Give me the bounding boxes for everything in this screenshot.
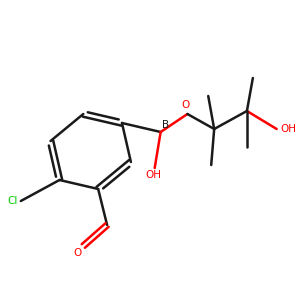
Text: OH: OH xyxy=(145,170,161,180)
Text: O: O xyxy=(74,248,82,257)
Text: O: O xyxy=(182,100,190,110)
Text: Cl: Cl xyxy=(8,196,18,206)
Text: B: B xyxy=(162,121,169,130)
Text: OH: OH xyxy=(280,124,296,134)
